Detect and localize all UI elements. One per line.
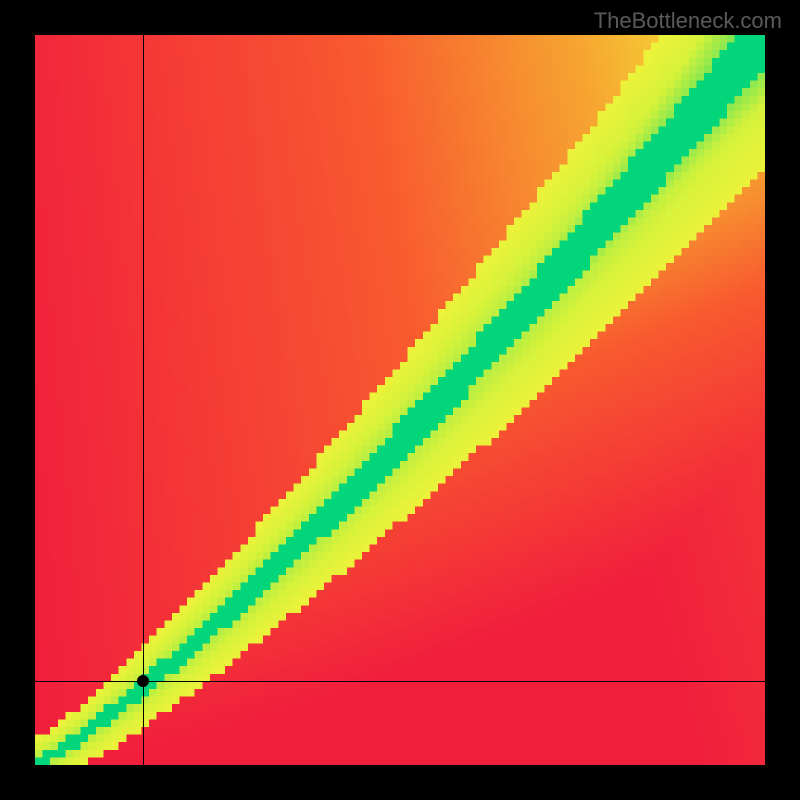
crosshair-vertical [143, 35, 144, 765]
watermark-text: TheBottleneck.com [594, 8, 782, 34]
heatmap-plot [35, 35, 765, 765]
marker-dot [137, 675, 149, 687]
heatmap-canvas [35, 35, 765, 765]
